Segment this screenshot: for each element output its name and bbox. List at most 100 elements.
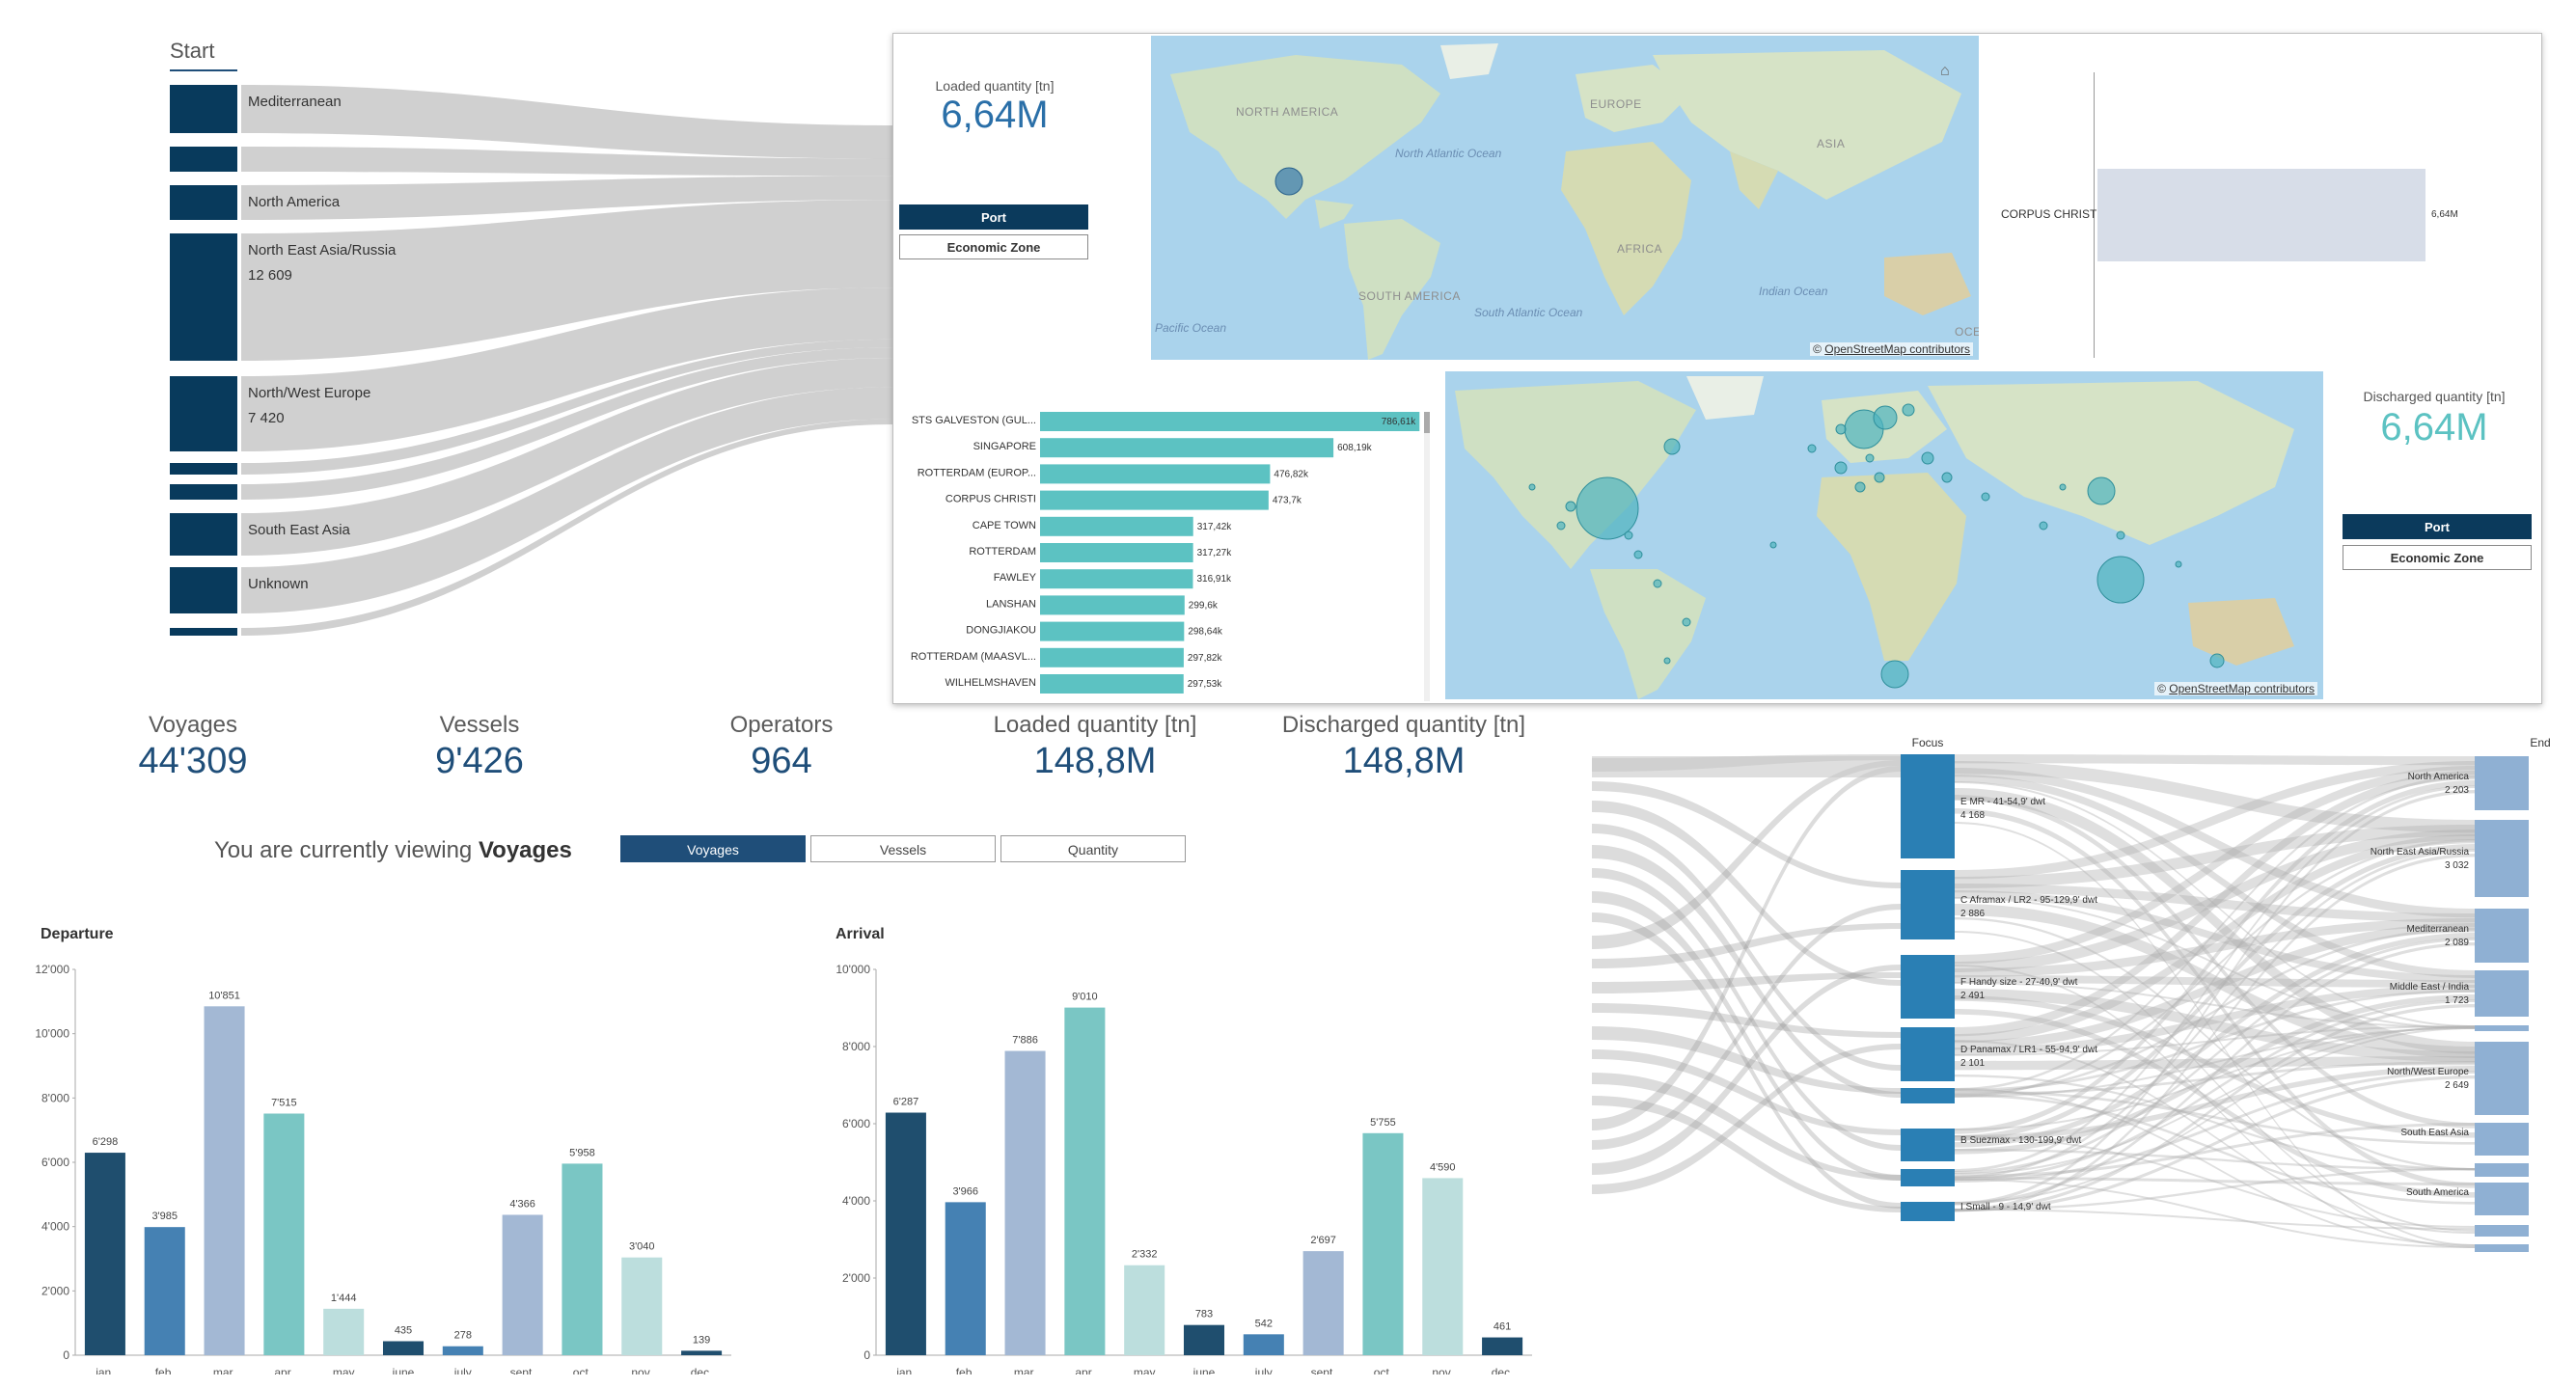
focus-in-flow[interactable] [1592,904,1901,1150]
port-bar[interactable] [1040,438,1334,458]
focus-out-flow[interactable] [1955,830,2475,972]
focus-out-flow[interactable] [1955,890,2475,983]
bar[interactable] [945,1202,986,1355]
corpus-bar[interactable] [2097,169,2425,261]
port-bar[interactable] [1040,595,1185,615]
port-bubble[interactable] [1565,501,1576,512]
end-node[interactable] [2475,970,2529,1017]
focus-in-flow[interactable] [1592,1049,1901,1135]
sankey-flow[interactable] [241,147,892,177]
focus-out-flow[interactable] [1955,999,2475,1181]
focus-out-flow[interactable] [1955,771,2475,1037]
bar[interactable] [1124,1265,1165,1355]
bar[interactable] [621,1257,663,1355]
focus-in-flow[interactable] [1592,1096,1901,1212]
focus-out-flow[interactable] [1955,1040,2475,1234]
focus-out-flow[interactable] [1955,1179,2475,1248]
sankey-node[interactable] [170,484,237,500]
port-bar[interactable] [1040,490,1269,510]
economic-zone-toggle-bottom[interactable]: Economic Zone [2343,545,2532,570]
end-node[interactable] [2475,1163,2529,1177]
sankey-flow[interactable] [241,358,892,556]
port-bubble[interactable] [2209,653,2225,668]
bar[interactable] [1004,1050,1046,1355]
port-bar[interactable] [1040,674,1184,694]
focus-node[interactable] [1901,1027,1955,1081]
ports-scrollbar-thumb[interactable] [1424,412,1430,433]
bar[interactable] [1183,1324,1225,1355]
port-bubble[interactable] [2059,483,2067,491]
focus-out-flow[interactable] [1955,931,2475,1232]
bar[interactable] [681,1350,723,1355]
attribution-link-2[interactable]: OpenStreetMap contributors [2169,682,2315,695]
economic-zone-toggle-top[interactable]: Economic Zone [899,234,1088,259]
loading-map[interactable]: NORTH AMERICA EUROPE ASIA AFRICA SOUTH A… [1151,36,1979,360]
sankey-node[interactable] [170,376,237,451]
focus-out-flow[interactable] [1955,994,2475,1155]
port-bubble[interactable] [1873,405,1898,430]
port-bar[interactable] [1040,516,1193,536]
port-bubble[interactable] [1835,423,1847,435]
focus-out-flow[interactable] [1955,1027,2475,1204]
port-bubble[interactable] [1941,472,1953,483]
focus-node[interactable] [1901,1202,1955,1221]
focus-in-flow[interactable] [1592,845,1901,1098]
focus-out-flow[interactable] [1955,849,2475,1179]
focus-in-flow[interactable] [1592,1026,1901,1094]
sankey-node[interactable] [170,147,237,172]
bar[interactable] [1422,1178,1464,1355]
port-bubble[interactable] [2116,531,2125,540]
focus-out-flow[interactable] [1955,938,2475,1174]
port-bubble[interactable] [2096,556,2145,604]
bar[interactable] [84,1153,125,1355]
end-node[interactable] [2475,1244,2529,1252]
focus-out-flow[interactable] [1955,761,2475,880]
sankey-node[interactable] [170,185,237,220]
end-node[interactable] [2475,1225,2529,1237]
port-bubble[interactable] [1663,438,1681,455]
view-voyages-button[interactable]: Voyages [620,835,806,862]
focus-in-flow[interactable] [1592,891,1901,1181]
focus-out-flow[interactable] [1955,1123,2475,1178]
focus-out-flow[interactable] [1955,985,2475,1055]
port-bubble[interactable] [2087,476,2116,505]
focus-out-flow[interactable] [1955,1094,2475,1205]
port-bubble[interactable] [1854,481,1866,493]
focus-out-flow[interactable] [1955,780,2475,1134]
focus-out-flow[interactable] [1955,1027,2475,1098]
focus-out-flow[interactable] [1955,904,2475,1058]
port-bar[interactable] [1040,543,1193,562]
focus-out-flow[interactable] [1955,933,2475,1148]
focus-in-flow[interactable] [1592,801,1901,986]
bar[interactable] [263,1113,305,1356]
focus-out-flow[interactable] [1955,942,2475,1206]
sankey-flow[interactable] [241,287,892,451]
bar[interactable] [204,1006,245,1355]
sankey-node[interactable] [170,628,237,636]
end-node[interactable] [2475,756,2529,810]
focus-out-flow[interactable] [1955,822,2475,1246]
sankey-flow[interactable] [241,419,892,636]
focus-out-flow[interactable] [1955,834,2475,1044]
focus-out-flow[interactable] [1955,854,2475,1212]
focus-out-flow[interactable] [1955,776,2475,1091]
focus-in-flow[interactable] [1592,965,1901,1175]
focus-out-flow[interactable] [1955,1026,2475,1130]
focus-node[interactable] [1901,870,1955,939]
sankey-node[interactable] [170,233,237,361]
focus-out-flow[interactable] [1955,795,2475,1129]
focus-in-flow[interactable] [1592,912,1901,1209]
focus-out-flow[interactable] [1955,884,2475,923]
sankey-flow[interactable] [241,85,892,159]
end-node[interactable] [2475,1042,2529,1115]
view-vessels-button[interactable]: Vessels [810,835,996,862]
focus-out-flow[interactable] [1955,965,2475,1248]
focus-in-flow[interactable] [1592,1073,1901,1181]
focus-in-flow[interactable] [1592,760,1901,949]
focus-out-flow[interactable] [1955,1135,2475,1228]
port-bubble[interactable] [1663,657,1671,665]
focus-out-flow[interactable] [1955,1004,2475,1212]
port-bubble[interactable] [1807,444,1817,453]
focus-in-flow[interactable] [1592,1044,1901,1194]
focus-out-flow[interactable] [1955,989,2475,1062]
